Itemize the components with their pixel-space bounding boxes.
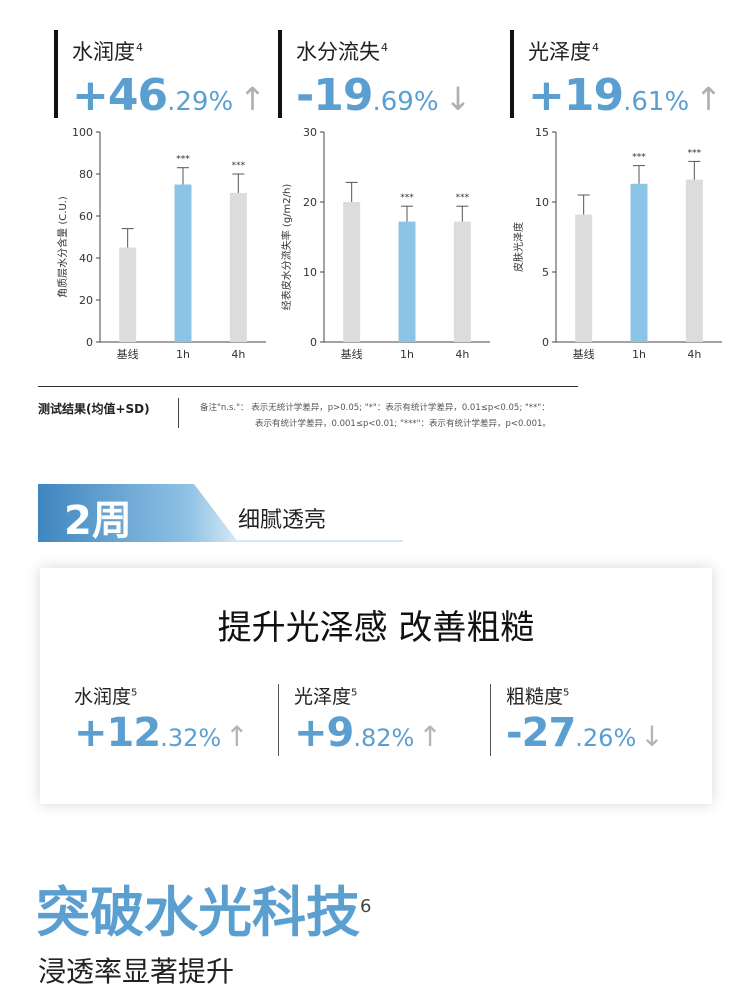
x-tick-label: 1h	[400, 348, 414, 360]
y-axis-label: 皮肤光泽度	[512, 222, 525, 272]
y-axis-label: 角质层水分含量 (C.U.)	[56, 196, 69, 298]
arrow-down-icon: ↓	[444, 80, 472, 118]
bar	[229, 192, 247, 342]
x-tick-label: 4h	[455, 348, 469, 360]
x-tick-label: 4h	[231, 348, 245, 360]
y-tick-label: 5	[542, 266, 549, 279]
note-line: 表示有统计学差异，0.001≤p<0.01; "***"：表示有统计学差异，p<…	[255, 419, 551, 429]
results-separator	[178, 398, 179, 428]
tech-title: 突破水光科技6	[36, 881, 372, 944]
bar-chart-water-loss: 0 10 20 30 经表皮水分流失率 (g/m2/h) 基线 *** 1h *** 4h	[280, 126, 490, 360]
stat-value: +9.82% ↑	[294, 710, 442, 756]
y-axis-label: 经表皮水分流失率 (g/m2/h)	[280, 184, 293, 311]
stat-gloss: 光泽度5 +9.82% ↑	[278, 678, 504, 768]
bar-chart-moisture: 0 20 40 60 80 100 角质层水分含量 (C.U.) 基线 *** 1h *** 4h	[56, 126, 266, 360]
stat-separator	[278, 684, 279, 756]
arrow-up-icon: ↑	[695, 80, 722, 118]
metric-value: -19.69% ↓	[296, 70, 472, 121]
bar	[453, 221, 471, 342]
bar	[119, 247, 137, 342]
results-label: 测试结果(均值+SD)	[38, 402, 150, 416]
metric-label: 水分流失4	[296, 40, 388, 64]
significance-notes: 备注"n.s."： 表示无统计学差异，p>0.05; "*"：表示有统计学差异，…	[200, 400, 590, 432]
y-tick-label: 20	[303, 196, 317, 209]
x-tick-label: 1h	[176, 348, 190, 360]
significance-label: ***	[176, 155, 190, 165]
bar	[575, 214, 593, 342]
banner-underline	[233, 540, 403, 542]
bar	[630, 183, 648, 342]
y-tick-label: 30	[303, 126, 317, 139]
y-tick-label: 15	[535, 126, 549, 139]
improvement-card: 提升光泽感 改善粗糙 水润度5 +12.32% ↑ 光泽度5 +9.82% ↑ 粗糙…	[40, 568, 712, 804]
x-tick-label: 基线	[117, 347, 139, 360]
significance-label: ***	[688, 148, 702, 158]
y-tick-label: 100	[72, 126, 93, 139]
stat-roughness: 粗糙度5 -27.26% ↓	[490, 678, 716, 768]
bar	[398, 221, 416, 342]
y-tick-label: 0	[86, 336, 93, 349]
arrow-up-icon: ↑	[225, 720, 249, 753]
y-tick-label: 20	[79, 294, 93, 307]
x-tick-label: 4h	[687, 348, 701, 360]
metric-value: +46.29% ↑	[72, 70, 266, 121]
x-tick-label: 1h	[632, 348, 646, 360]
metric-panel-gloss: 光泽度4 +19.61% ↑ 0 5 10 15 皮肤光泽度基线 *** 1h *** 4h	[510, 30, 740, 360]
stat-separator	[490, 684, 491, 756]
card-headline: 提升光泽感 改善粗糙	[217, 608, 535, 648]
stat-moisture: 水润度5 +12.32% ↑	[74, 678, 284, 768]
arrow-up-icon: ↑	[418, 720, 442, 753]
y-tick-label: 60	[79, 210, 93, 223]
banner-subtitle: 细腻透亮	[238, 508, 327, 533]
panel-accent-bar	[54, 30, 58, 118]
significance-label: ***	[456, 193, 470, 203]
metric-panel-moisture: 水润度4 +46.29% ↑ 0 20 40 60 80 100 角质层水分含量 (C.U.)…	[54, 30, 284, 360]
panel-accent-bar	[510, 30, 514, 118]
stat-label: 粗糙度5	[506, 686, 570, 708]
significance-label: ***	[632, 153, 646, 163]
panel-accent-bar	[278, 30, 282, 118]
banner-week: 2周	[64, 498, 132, 544]
results-divider	[38, 386, 578, 387]
y-tick-label: 80	[79, 168, 93, 181]
significance-label: ***	[232, 161, 246, 171]
bar	[174, 184, 192, 342]
bar	[685, 179, 703, 342]
metric-value: +19.61% ↑	[528, 70, 722, 121]
tech-subtitle: 浸透率显著提升	[38, 955, 235, 988]
bar	[343, 202, 361, 342]
significance-label: ***	[400, 193, 414, 203]
y-tick-label: 0	[310, 336, 317, 349]
metric-panel-water-loss: 水分流失4 -19.69% ↓ 0 10 20 30 经表皮水分流失率 (g/m2/h) 基…	[278, 30, 508, 360]
note-line: 备注"n.s."： 表示无统计学差异，p>0.05; "*"：表示有统计学差异，…	[200, 403, 550, 413]
metric-label: 水润度4	[72, 40, 143, 64]
stat-label: 水润度5	[74, 686, 138, 708]
x-tick-label: 基线	[341, 347, 363, 360]
metric-label: 光泽度4	[528, 40, 599, 64]
x-tick-label: 基线	[573, 347, 595, 360]
stat-value: +12.32% ↑	[74, 710, 249, 756]
stat-value: -27.26% ↓	[506, 710, 664, 756]
y-tick-label: 10	[303, 266, 317, 279]
y-tick-label: 10	[535, 196, 549, 209]
y-tick-label: 40	[79, 252, 93, 265]
arrow-down-icon: ↓	[640, 720, 664, 753]
two-week-banner: 2周 细腻透亮	[38, 484, 403, 544]
stat-label: 光泽度5	[294, 686, 358, 708]
arrow-up-icon: ↑	[239, 80, 266, 118]
y-tick-label: 0	[542, 336, 549, 349]
